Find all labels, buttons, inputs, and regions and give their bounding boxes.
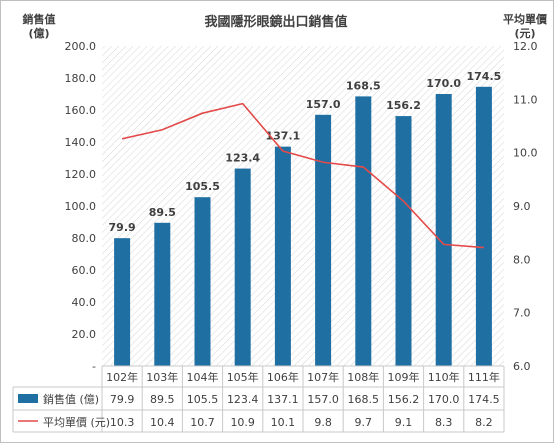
left-axis-ticks: - 20.0 40.0 60.0 80.0 100.0 120.0 140.0 160.0 180… bbox=[65, 40, 97, 373]
bar-series bbox=[114, 86, 492, 367]
bar-value-label: 79.9 bbox=[109, 221, 136, 234]
right-tick-label: 8.0 bbox=[513, 253, 531, 266]
right-tick-label: 7.0 bbox=[513, 307, 531, 320]
bar bbox=[234, 168, 251, 366]
right-axis-title-line2: (元) bbox=[514, 27, 535, 40]
bar bbox=[475, 86, 492, 367]
right-tick-label: 11.0 bbox=[513, 93, 538, 106]
bar-value-label: 105.5 bbox=[185, 180, 220, 193]
table-cell-sales: 174.5 bbox=[468, 393, 500, 406]
right-tick-label: 12.0 bbox=[513, 40, 538, 53]
left-tick-label: 180.0 bbox=[65, 72, 97, 85]
right-tick-label: 6.0 bbox=[513, 360, 531, 373]
bar bbox=[274, 146, 291, 366]
category-label: 106年 bbox=[267, 370, 299, 384]
bar bbox=[315, 114, 332, 366]
table-cell-sales: 123.4 bbox=[227, 393, 259, 406]
legend-bar-key bbox=[18, 394, 38, 403]
bar-value-label: 137.1 bbox=[266, 130, 301, 143]
data-table: 102年 79.9 10.3 103年 89.5 10.4 104年 105.5 10.7 105… bbox=[12, 365, 505, 433]
table-cell-price: 8.2 bbox=[475, 416, 493, 429]
table-cell-price: 10.3 bbox=[110, 416, 135, 429]
right-axis-title-line1: 平均單價 bbox=[503, 12, 548, 26]
category-label: 109年 bbox=[388, 370, 420, 384]
bar bbox=[395, 116, 412, 366]
category-label: 110年 bbox=[428, 370, 460, 384]
category-label: 103年 bbox=[146, 370, 178, 384]
bar bbox=[435, 94, 452, 366]
left-axis-title-line2: (億) bbox=[28, 26, 49, 40]
table-cell-sales: 156.2 bbox=[388, 393, 420, 406]
left-tick-label: 80.0 bbox=[72, 232, 97, 245]
table-cell-price: 8.3 bbox=[435, 416, 453, 429]
table-cell-sales: 79.9 bbox=[110, 393, 135, 406]
legend-line-label: 平均單價 (元) bbox=[43, 415, 110, 429]
right-tick-label: 9.0 bbox=[513, 200, 531, 213]
bar-value-label: 156.2 bbox=[386, 99, 421, 112]
table-cell-sales: 89.5 bbox=[150, 393, 175, 406]
table-cell-sales: 168.5 bbox=[348, 393, 380, 406]
category-label: 105年 bbox=[227, 370, 259, 384]
category-label: 102年 bbox=[106, 370, 138, 384]
bar-value-label: 89.5 bbox=[149, 206, 176, 219]
table-cell-price: 10.4 bbox=[150, 416, 175, 429]
category-label: 104年 bbox=[187, 370, 219, 384]
legend-bar-label: 銷售值 (億) bbox=[43, 392, 99, 406]
table-cell-price: 9.1 bbox=[395, 416, 413, 429]
left-tick-label: 100.0 bbox=[65, 200, 97, 213]
category-label: 107年 bbox=[307, 370, 339, 384]
bar-value-label: 170.0 bbox=[426, 77, 461, 90]
table-cell-price: 10.9 bbox=[230, 416, 255, 429]
left-tick-label: 160.0 bbox=[65, 104, 97, 117]
category-label: 111年 bbox=[468, 370, 500, 384]
left-tick-label: 140.0 bbox=[65, 136, 97, 149]
right-axis-ticks: 6.0 7.0 8.0 9.0 10.0 11.0 12.0 bbox=[513, 40, 538, 373]
bar bbox=[114, 238, 131, 366]
table-cell-price: 10.7 bbox=[190, 416, 215, 429]
table-cell-sales: 157.0 bbox=[307, 393, 339, 406]
bar bbox=[154, 222, 171, 366]
table-cell-sales: 105.5 bbox=[187, 393, 219, 406]
table-cell-sales: 170.0 bbox=[428, 393, 460, 406]
table-cell-price: 9.7 bbox=[355, 416, 373, 429]
bar-value-label: 157.0 bbox=[306, 98, 341, 111]
left-tick-label: 120.0 bbox=[65, 168, 97, 181]
bar-value-label: 168.5 bbox=[346, 79, 381, 92]
left-axis-title-line1: 銷售值 bbox=[23, 12, 56, 26]
table-cell-price: 10.1 bbox=[271, 416, 296, 429]
left-tick-label: 40.0 bbox=[72, 296, 97, 309]
left-tick-label: 20.0 bbox=[72, 328, 97, 341]
left-tick-label: 200.0 bbox=[65, 40, 97, 53]
right-tick-label: 10.0 bbox=[513, 147, 538, 160]
bar bbox=[355, 96, 372, 367]
bar-value-label: 123.4 bbox=[225, 152, 260, 165]
bar-value-label: 174.5 bbox=[467, 70, 502, 83]
left-tick-label: 60.0 bbox=[72, 264, 97, 277]
bar bbox=[194, 197, 211, 366]
chart-title: 我國隱形眼鏡出口銷售值 bbox=[204, 14, 347, 30]
left-tick-label: - bbox=[92, 360, 96, 373]
bar-data-labels: 79.9 89.5 105.5 123.4 137.1 157.0 168.5 156.2 17… bbox=[109, 70, 502, 234]
table-cell-sales: 137.1 bbox=[267, 393, 299, 406]
table-cell-price: 9.8 bbox=[314, 416, 332, 429]
line-path bbox=[121, 102, 484, 249]
category-label: 108年 bbox=[347, 370, 379, 384]
line-series bbox=[121, 102, 484, 249]
